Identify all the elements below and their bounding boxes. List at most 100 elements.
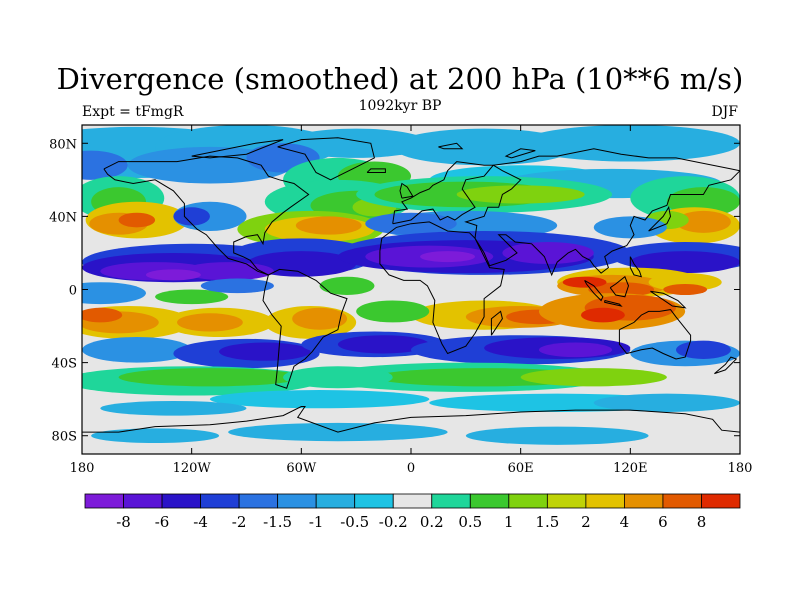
coastline [464, 148, 740, 277]
contour-blob [593, 216, 667, 239]
contour-blob [292, 307, 348, 330]
coastline [714, 356, 738, 375]
colorbar-label: -1 [309, 513, 324, 531]
contour-blob [337, 335, 430, 354]
colorbar-label: 8 [697, 513, 707, 531]
coastline [399, 182, 414, 199]
contour-blob [502, 241, 594, 264]
coastline [277, 137, 375, 181]
colorbar-swatch [277, 493, 317, 509]
colorbar-swatch [624, 493, 664, 509]
contour-blob [588, 282, 655, 297]
contour-blob [295, 216, 362, 235]
contour-blob [562, 276, 607, 288]
contour-blob [663, 284, 708, 295]
experiment-label: Expt = tFmgR [82, 104, 184, 120]
y-tick-label: 80N [49, 137, 77, 152]
coastline [609, 275, 630, 298]
colorbar-swatch [431, 493, 471, 509]
y-tick-label: 0 [69, 284, 77, 299]
coastline [584, 279, 604, 302]
contour-blob [200, 278, 274, 294]
contour-blob [177, 313, 243, 332]
colorbar-label: -6 [155, 513, 170, 531]
coastline [629, 256, 643, 278]
coastline [82, 406, 740, 433]
x-tick-label: 0 [407, 461, 415, 476]
contour-blob [82, 337, 192, 363]
contour-blob [155, 289, 229, 305]
coastline [191, 139, 284, 159]
coastline [650, 290, 687, 309]
colorbar-swatch [508, 493, 548, 509]
colorbar-label: 6 [658, 513, 668, 531]
period-label: 1092kyr BP [358, 98, 442, 114]
contour-blob [145, 269, 201, 281]
colorbar-label: -4 [193, 513, 208, 531]
colorbar-swatch [662, 493, 702, 509]
colorbar-swatch [161, 493, 201, 509]
y-tick-label: 40S [52, 357, 77, 372]
contour-blob [118, 212, 156, 228]
contour-blob [630, 251, 740, 274]
contour-blob [580, 307, 625, 323]
colorbar-swatch [123, 493, 163, 509]
colorbar-label: -1.5 [263, 513, 292, 531]
contour-blob [283, 128, 430, 158]
season-label: DJF [711, 104, 738, 120]
contour-blob [82, 282, 146, 305]
contour-blob [283, 366, 393, 389]
contour-blob [420, 251, 475, 263]
x-tick-label: 120E [613, 461, 647, 476]
contour-blob [82, 150, 128, 180]
y-tick-label: 40N [49, 210, 77, 225]
contour-blob [91, 428, 220, 444]
contour-blob [246, 251, 357, 277]
coastline [379, 221, 505, 355]
colorbar-label: 2 [581, 513, 591, 531]
coastline [438, 142, 464, 150]
colorbar-swatch [200, 493, 240, 509]
colorbar: -8 -6 -4 -2 -1.5 -1 -0.5 -0.2 0.2 0.5 1 1.5 2 4 6 8 [84, 493, 741, 531]
colorbar-swatch [585, 493, 625, 509]
colorbar-label: 0.5 [458, 513, 482, 531]
colorbar-label: -2 [232, 513, 247, 531]
axis-ticks: 180 120W 60W 0 60E 120E 180 80N 40N 0 40S 80S [49, 125, 752, 476]
x-tick-label: 180 [70, 461, 95, 476]
x-tick-label: 60E [508, 461, 534, 476]
contour-blob [209, 390, 430, 409]
colorbar-swatch [546, 493, 587, 509]
colorbar-swatch [469, 493, 510, 509]
colorbar-swatch [238, 493, 279, 509]
coastline [648, 205, 672, 232]
contour-blob [319, 276, 375, 295]
contour-blob [538, 342, 613, 358]
coastlines [82, 137, 740, 433]
contour-blob [118, 368, 302, 387]
contour-blob [520, 368, 667, 387]
colorbar-swatch [701, 493, 741, 509]
colorbar-label: 1 [504, 513, 514, 531]
colorbar-label: 0.2 [420, 513, 444, 531]
contour-blob [219, 342, 311, 361]
contour-blob [676, 210, 731, 233]
colorbar-label: -8 [116, 513, 131, 531]
colorbar-label: 1.5 [535, 513, 559, 531]
contour-blob [82, 307, 123, 323]
contour-blob [676, 340, 731, 359]
map-title: Divergence (smoothed) at 200 hPa (10**6 … [56, 62, 744, 96]
contour-blob [173, 207, 210, 226]
contour-blob [465, 426, 649, 445]
contour-blob [356, 300, 430, 323]
divergence-field [82, 125, 740, 454]
colorbar-swatch [315, 493, 356, 509]
contour-blob [456, 185, 585, 204]
colorbar-swatch [354, 493, 394, 509]
coastline [618, 309, 692, 360]
x-tick-label: 120W [173, 461, 212, 476]
colorbar-label: -0.5 [340, 513, 369, 531]
contour-blob [100, 400, 247, 416]
contour-blob [593, 393, 740, 412]
y-tick-label: 80S [52, 430, 77, 445]
